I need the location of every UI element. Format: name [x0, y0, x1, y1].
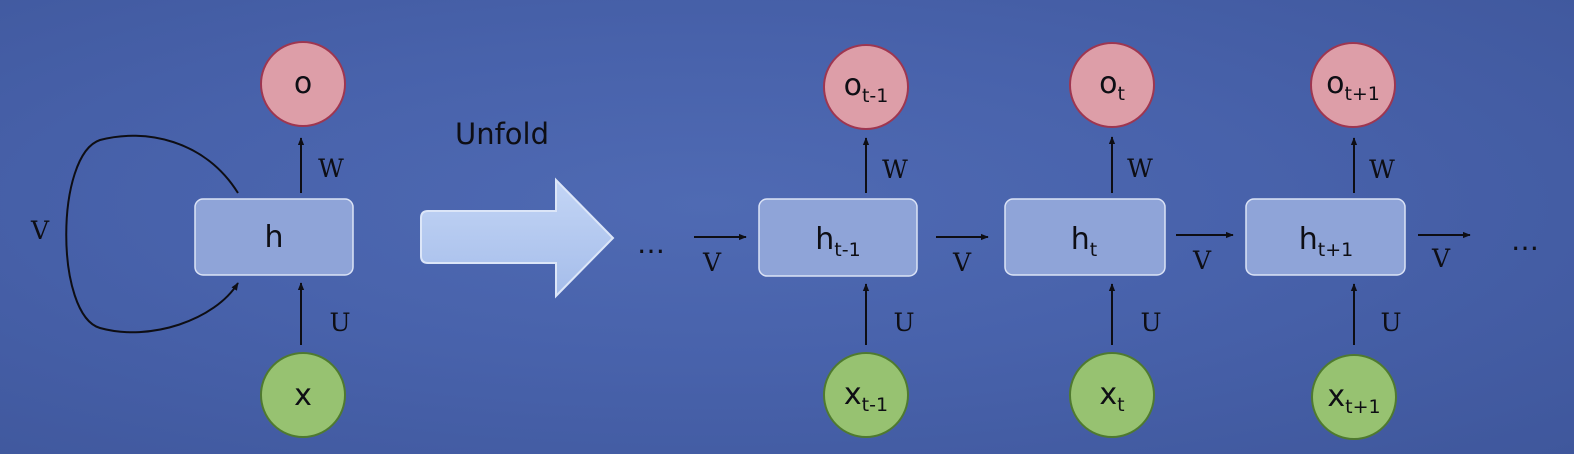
w-label: W: [1127, 154, 1153, 183]
folded-output-node: [260, 41, 346, 127]
input-node: [1069, 352, 1155, 438]
v-label-in: V: [702, 248, 722, 277]
time-step-t-minus-1: ht-1 ot-1 xt-1 W U: [758, 44, 918, 438]
v-label-2: V: [1192, 246, 1212, 275]
hidden-label: ht: [1071, 222, 1097, 261]
input-node: [823, 352, 909, 438]
leading-ellipsis: …: [637, 227, 665, 260]
output-node: [1069, 42, 1155, 128]
input-label: xt-1: [844, 377, 888, 416]
output-label: ot: [1099, 66, 1125, 105]
output-node: [823, 44, 909, 130]
recurrent-loop-arrow: [65, 134, 239, 334]
w-label: W: [882, 155, 908, 184]
folded-w-label: W: [318, 154, 344, 183]
input-label: xt: [1099, 377, 1124, 416]
hidden-box: [1004, 198, 1166, 276]
hidden-box: [1245, 198, 1406, 276]
trailing-ellipsis: …: [1511, 224, 1539, 257]
hidden-label: ht-1: [815, 222, 860, 261]
folded-hidden-box: [194, 198, 354, 276]
u-label: U: [1380, 308, 1401, 337]
output-node: [1310, 42, 1396, 128]
folded-u-label: U: [329, 308, 350, 337]
unfold-big-arrow: [420, 177, 615, 299]
input-label: xt+1: [1327, 379, 1380, 418]
unfold-transition: Unfold: [420, 117, 615, 299]
unfolded-rnn: … … V V V V ht-1 ot-1 xt-1 W U ht: [637, 42, 1539, 440]
unfold-label: Unfold: [455, 117, 549, 151]
folded-input-label: x: [294, 378, 312, 413]
folded-v-label: V: [30, 216, 50, 245]
input-node: [1311, 354, 1397, 440]
hidden-box: [758, 198, 918, 277]
w-label: W: [1369, 155, 1395, 184]
hidden-label: ht+1: [1299, 222, 1353, 261]
v-label-1: V: [952, 248, 972, 277]
v-label-out: V: [1431, 244, 1451, 273]
folded-hidden-label: h: [264, 220, 283, 255]
u-label: U: [1140, 308, 1161, 337]
output-label: ot+1: [1326, 66, 1380, 105]
folded-rnn: V h o x W U: [30, 41, 354, 438]
folded-input-node: [260, 352, 346, 438]
output-label: ot-1: [844, 68, 889, 107]
time-step-t-plus-1: ht+1 ot+1 xt+1 W U: [1245, 42, 1406, 440]
u-label: U: [893, 308, 914, 337]
time-step-t: ht ot xt W U: [1004, 42, 1166, 438]
folded-output-label: o: [294, 66, 312, 101]
